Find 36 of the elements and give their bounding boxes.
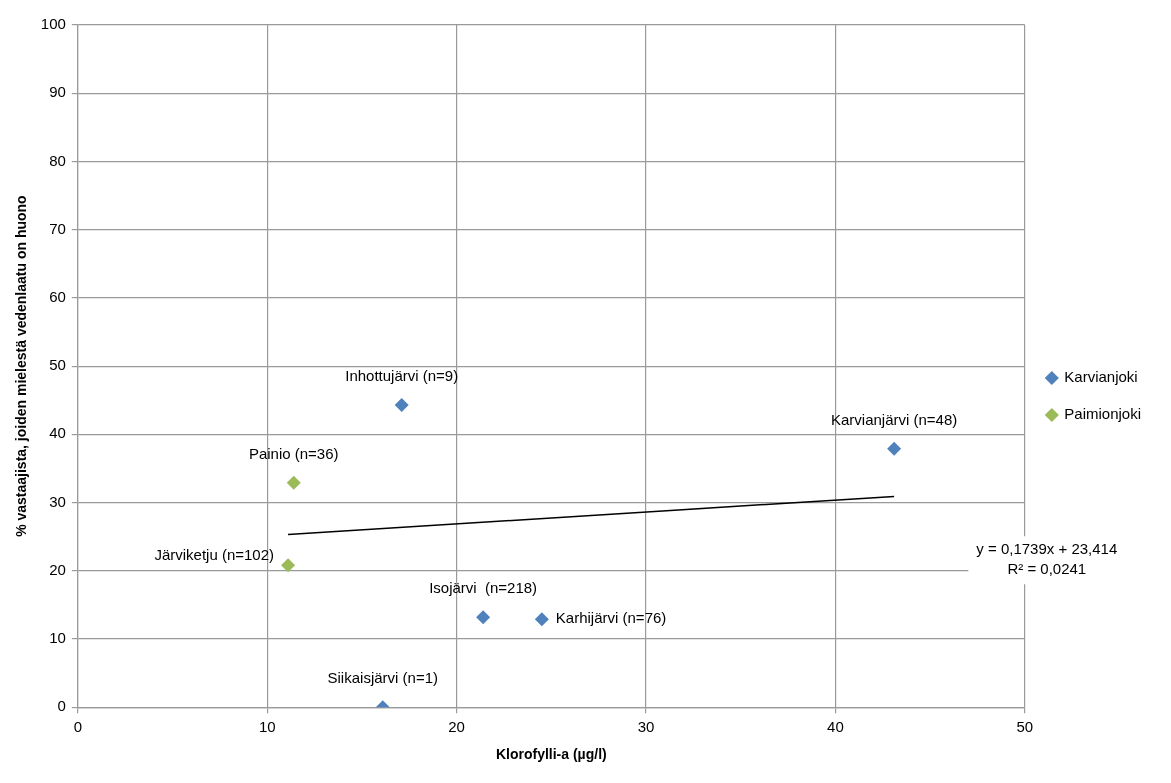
y-tick-label: 0 (57, 697, 66, 715)
point (281, 558, 296, 573)
annotation: Karhijärvi (n=76) (555, 609, 667, 627)
y-tick-label: 60 (49, 288, 66, 306)
y-tick-label: 20 (49, 560, 66, 578)
x-tick-label: 20 (448, 718, 465, 736)
x-tick-label: 0 (73, 718, 82, 736)
annotation: Karvianjärvi (n=48) (830, 410, 958, 428)
y-tick-label: 100 (40, 15, 66, 33)
x-tick-label: 30 (637, 718, 655, 736)
y-tick-label: 30 (49, 492, 66, 510)
point (534, 612, 549, 627)
x-tick-label: 50 (1016, 718, 1034, 736)
point (286, 475, 301, 490)
annotation: Siikaisjärvi (n=1) (327, 669, 438, 687)
y-tick-label: 10 (49, 629, 66, 647)
annotation: Painio (n=36) (248, 444, 339, 462)
point (394, 397, 409, 412)
y-tick-label: 80 (49, 151, 66, 169)
point (476, 610, 491, 625)
annotation: Inhottujärvi (n=9) (345, 367, 459, 385)
legend-label: Karvianjoki (1064, 368, 1138, 386)
annotation: R² = 0,0241 (1007, 560, 1087, 578)
y-axis-title: % vastaajista, joiden mielestä vedenlaatu on huono (13, 195, 30, 537)
y-tick-label: 50 (49, 356, 66, 374)
x-axis-title: Klorofylli-a (µg/l) (495, 746, 607, 763)
point (887, 441, 902, 456)
y-tick-label: 40 (49, 424, 66, 442)
x-tick-label: 10 (258, 718, 276, 736)
annotation: Järviketju (n=102) (154, 546, 275, 564)
annotation: Isojärvi (n=218) (429, 579, 538, 597)
annotation: y = 0,1739x + 23,414 (976, 540, 1118, 558)
legend-label: Paimionjoki (1064, 405, 1141, 423)
x-tick-label: 40 (827, 718, 844, 736)
y-tick-label: 90 (49, 83, 66, 101)
y-tick-label: 70 (49, 219, 66, 237)
